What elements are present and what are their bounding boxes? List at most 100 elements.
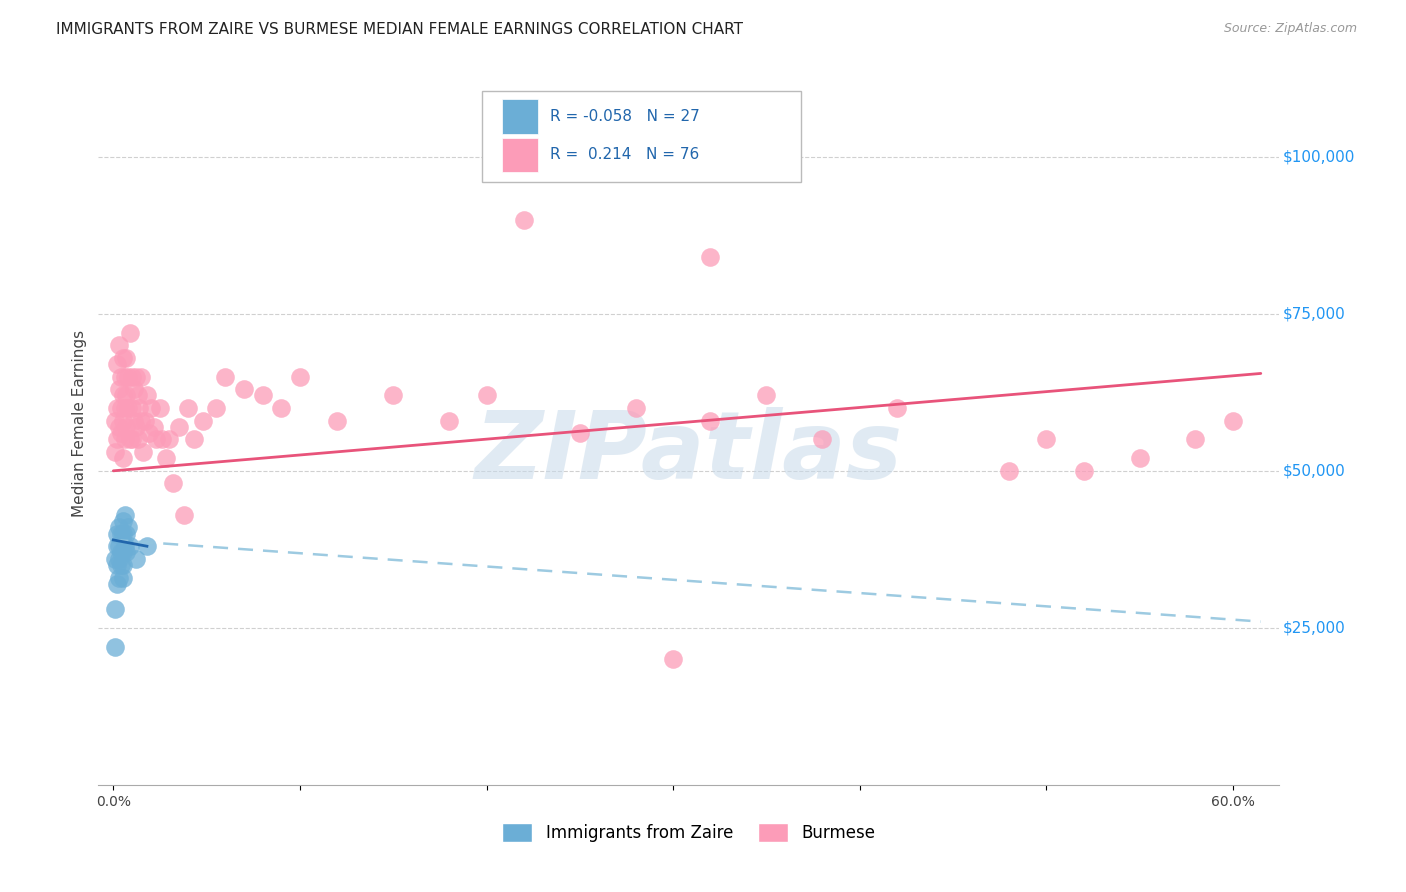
Point [1073,464,1095,478]
Point [104,640,127,654]
Point [326,413,349,427]
Point [115,388,138,402]
Point [167,420,190,434]
Point [125,420,148,434]
Point [115,420,138,434]
Point [105,539,128,553]
Point [136,388,159,402]
Point [110,369,132,384]
Point [288,369,311,384]
Point [114,508,136,522]
Point [111,514,134,528]
Point [108,338,131,352]
Point [127,388,149,402]
Point [120,326,142,340]
Point [1184,433,1206,447]
Point [136,539,159,553]
Text: R =  0.214   N = 76: R = 0.214 N = 76 [550,147,699,162]
Point [117,369,139,384]
Point [699,413,721,427]
Point [252,388,274,402]
Point [108,539,131,553]
Point [568,426,591,441]
Point [111,451,134,466]
Point [699,250,721,264]
Point [114,433,136,447]
Text: $100,000: $100,000 [1284,149,1355,164]
Point [233,382,256,396]
Point [111,413,134,427]
Point [111,545,134,559]
Point [105,526,128,541]
Point [111,571,134,585]
Point [108,420,131,434]
FancyBboxPatch shape [482,91,801,182]
Point [104,445,127,459]
Point [108,520,131,534]
Point [111,351,134,365]
Point [134,413,156,427]
Point [104,413,127,427]
Point [117,401,139,415]
Point [122,413,145,427]
Point [104,551,127,566]
Point [191,413,214,427]
Point [513,212,536,227]
Point [108,382,131,396]
Point [150,433,173,447]
Point [110,558,132,572]
Point [998,464,1021,478]
Text: $50,000: $50,000 [1284,463,1346,478]
Point [114,369,136,384]
Point [214,369,236,384]
Point [125,551,148,566]
Legend: Immigrants from Zaire, Burmese: Immigrants from Zaire, Burmese [496,816,882,849]
Point [624,401,647,415]
Point [121,401,143,415]
Point [157,433,180,447]
Point [143,420,166,434]
Point [1035,433,1057,447]
Point [111,526,134,541]
Point [115,526,138,541]
Bar [502,99,537,134]
Point [177,401,200,415]
Point [110,426,132,441]
Point [755,388,778,402]
Point [125,369,148,384]
Point [382,388,405,402]
Point [111,558,134,572]
Point [1128,451,1150,466]
Point [131,369,153,384]
Point [128,401,150,415]
Point [886,401,908,415]
Point [121,433,143,447]
Text: R = -0.058   N = 27: R = -0.058 N = 27 [550,109,699,124]
Point [138,426,160,441]
Point [173,508,195,522]
Point [127,433,149,447]
Point [108,551,131,566]
Point [110,526,132,541]
Point [104,602,127,616]
Point [120,539,142,553]
Point [183,433,205,447]
Point [120,433,142,447]
Point [115,351,138,365]
Point [149,401,172,415]
Point [662,652,685,666]
Point [155,451,177,466]
Text: IMMIGRANTS FROM ZAIRE VS BURMESE MEDIAN FEMALE EARNINGS CORRELATION CHART: IMMIGRANTS FROM ZAIRE VS BURMESE MEDIAN … [56,22,744,37]
Point [105,433,128,447]
Point [1222,413,1244,427]
Point [205,401,228,415]
Text: $25,000: $25,000 [1284,621,1346,635]
Text: ZIPatlas: ZIPatlas [475,407,903,499]
Point [121,369,143,384]
Point [105,577,128,591]
Point [108,571,131,585]
Point [105,558,128,572]
Point [437,413,460,427]
Y-axis label: Median Female Earnings: Median Female Earnings [72,330,87,517]
Text: $75,000: $75,000 [1284,306,1346,321]
